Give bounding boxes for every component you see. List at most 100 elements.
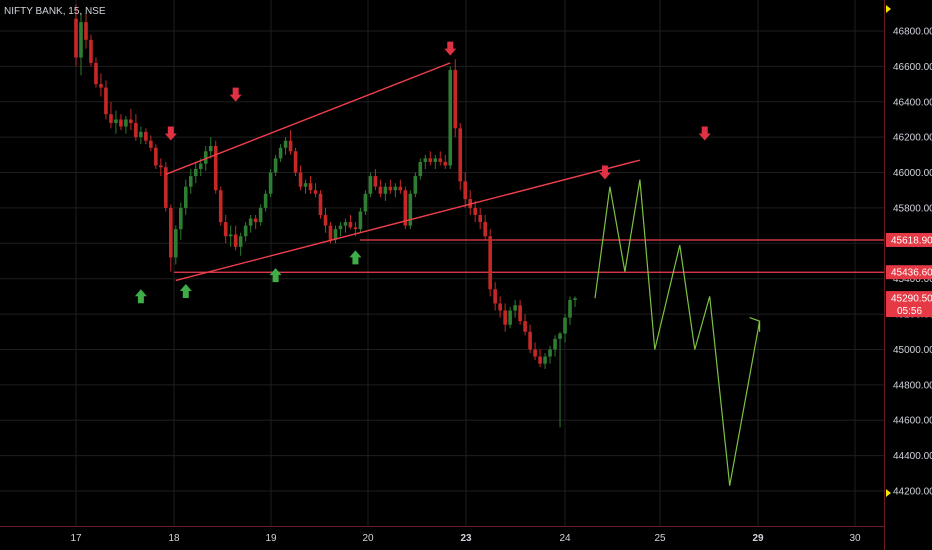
candle-body xyxy=(89,39,93,63)
price-badge-text: 45618.90 xyxy=(891,235,932,246)
candle-body xyxy=(458,128,463,182)
candle-body xyxy=(188,176,193,187)
candle-body xyxy=(213,146,218,191)
candle-body xyxy=(134,123,138,138)
down-arrow-icon xyxy=(164,126,177,141)
candle-body xyxy=(178,207,183,230)
price-tick-label: 46800.00 xyxy=(893,27,932,38)
candle-body xyxy=(493,289,497,304)
price-badge-text: 45290.50 xyxy=(891,294,932,305)
candle-body xyxy=(298,172,303,187)
price-badge xyxy=(886,291,932,318)
price-tick-label: 45800.00 xyxy=(893,203,932,214)
candle-body xyxy=(383,186,388,194)
price-badge xyxy=(886,265,932,280)
candle-body xyxy=(488,236,492,290)
time-tick-label: 30 xyxy=(849,533,861,544)
price-badge xyxy=(886,232,932,247)
candle-body xyxy=(323,215,328,226)
time-axis[interactable]: 17 18 19 20 23 24 25 29 30 xyxy=(0,526,884,545)
candle-body xyxy=(523,321,527,332)
down-arrow-icon xyxy=(698,126,711,141)
candle-body xyxy=(124,119,128,127)
price-tick-label: 44400.00 xyxy=(893,451,932,462)
signal-arrows xyxy=(134,41,711,304)
candle-body xyxy=(318,193,323,215)
price-tick-label: 45000.00 xyxy=(893,345,932,356)
candle-body xyxy=(423,158,428,162)
candle-body xyxy=(139,131,143,138)
candle-body xyxy=(203,151,208,164)
candle-body xyxy=(164,167,168,208)
candle-body xyxy=(79,22,83,58)
horizontal-levels xyxy=(174,239,884,273)
candle-body xyxy=(573,298,577,300)
trendline xyxy=(165,62,451,175)
candle-body xyxy=(473,207,477,215)
candle-body xyxy=(413,176,418,194)
candle-body xyxy=(418,161,423,177)
candle-body xyxy=(313,190,318,194)
candle-body xyxy=(183,186,188,208)
candle-body xyxy=(328,225,333,240)
candle-body xyxy=(99,84,103,88)
time-tick-label: 19 xyxy=(265,533,277,544)
chart-title: NIFTY BANK, 15, NSE xyxy=(4,6,106,17)
candle-body xyxy=(223,222,228,237)
price-tick-label: 44600.00 xyxy=(893,416,932,427)
candle-body xyxy=(308,183,313,191)
candle-body xyxy=(568,299,572,318)
candle-body xyxy=(258,207,263,223)
candle-body xyxy=(463,181,468,200)
time-tick-label: 18 xyxy=(168,533,180,544)
price-tick-label: 46600.00 xyxy=(893,62,932,73)
axis-marker-icon xyxy=(886,489,891,497)
candle-body xyxy=(508,310,512,325)
candle-body xyxy=(378,186,383,194)
candle-body xyxy=(104,87,108,115)
candle-body xyxy=(498,303,502,311)
candle-body xyxy=(248,218,253,226)
candle-body xyxy=(358,211,363,230)
price-tick-label: 46400.00 xyxy=(893,97,932,108)
candle-body xyxy=(443,161,448,166)
time-tick-label: 23 xyxy=(460,533,472,544)
candle-body xyxy=(233,234,238,247)
candle-body xyxy=(448,69,453,166)
candle-body xyxy=(388,186,393,191)
candle-body xyxy=(333,229,338,240)
candle-body xyxy=(293,151,298,173)
projection-path xyxy=(594,179,761,486)
candle-body xyxy=(558,333,562,339)
candle-body xyxy=(393,186,398,191)
candle-body xyxy=(453,69,458,129)
candle-body xyxy=(563,317,567,334)
candle-body xyxy=(84,22,88,40)
candle-body xyxy=(398,186,403,191)
candle-body xyxy=(433,158,438,162)
candle-body xyxy=(353,227,358,230)
candle-body xyxy=(238,236,243,247)
candle-body xyxy=(144,131,148,141)
candle-body xyxy=(368,176,373,194)
candle-body xyxy=(218,190,223,223)
candle-body xyxy=(94,62,98,85)
price-badge-text: 45436.60 xyxy=(891,268,932,279)
candle-body xyxy=(149,140,153,148)
candle-body xyxy=(278,147,283,159)
candle-body xyxy=(343,222,348,226)
candle-body xyxy=(363,193,368,212)
time-tick-label: 25 xyxy=(654,533,666,544)
price-tick-label: 46200.00 xyxy=(893,133,932,144)
candle-body xyxy=(74,18,78,58)
candle-body xyxy=(338,225,343,230)
price-axis[interactable]: 44200.00 44400.00 44600.00 44800.00 45000.00… xyxy=(884,0,932,550)
candle-body xyxy=(114,119,118,123)
candle-body xyxy=(518,305,522,322)
candle-body xyxy=(528,331,532,350)
time-tick-label: 20 xyxy=(362,533,374,544)
time-tick-label: 29 xyxy=(752,533,764,544)
